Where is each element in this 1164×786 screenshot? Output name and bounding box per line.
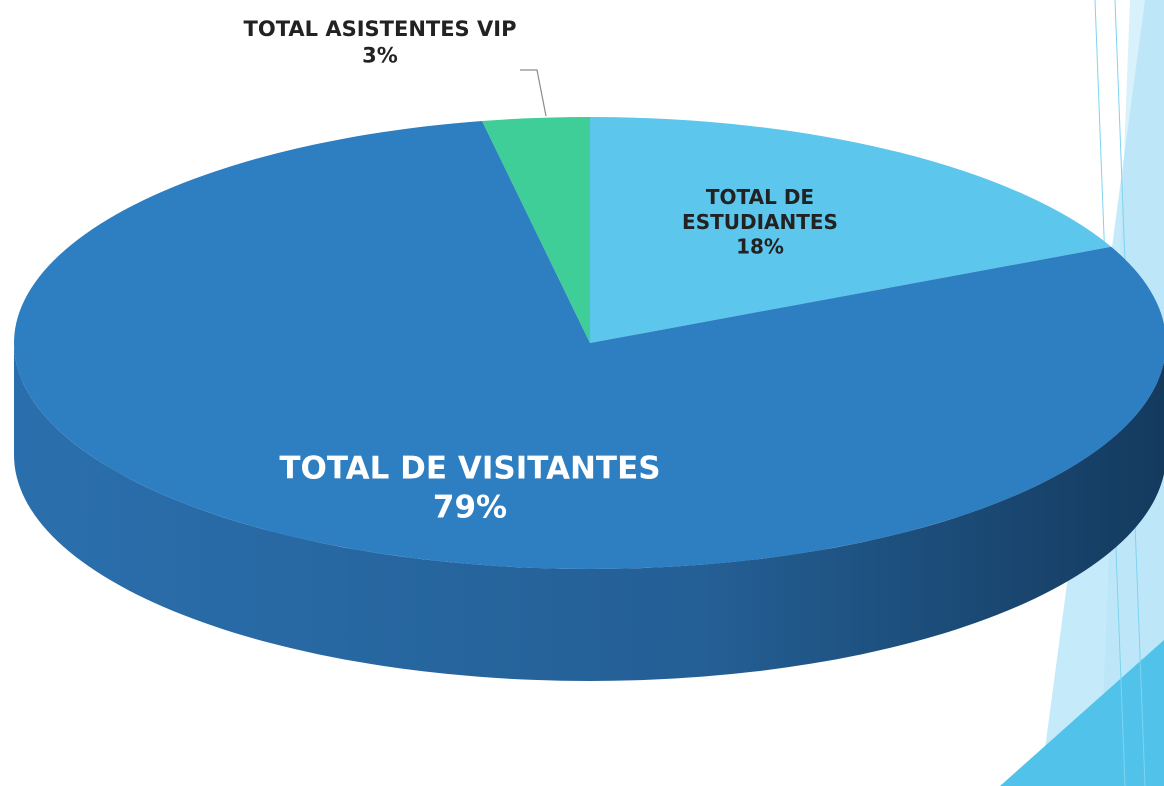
slice (14, 121, 1164, 569)
category-label: TOTAL ASISTENTES VIP (244, 17, 517, 41)
slice (590, 117, 1112, 343)
leader-line (520, 69, 547, 117)
value-label: 18% (736, 235, 784, 259)
slice-side (14, 343, 1164, 681)
value-label: 3% (362, 43, 398, 67)
slice (482, 117, 590, 343)
value-label: 79% (433, 489, 507, 525)
category-label: TOTAL DE ESTUDIANTES (682, 185, 838, 234)
category-label: TOTAL DE VISITANTES (279, 451, 660, 487)
